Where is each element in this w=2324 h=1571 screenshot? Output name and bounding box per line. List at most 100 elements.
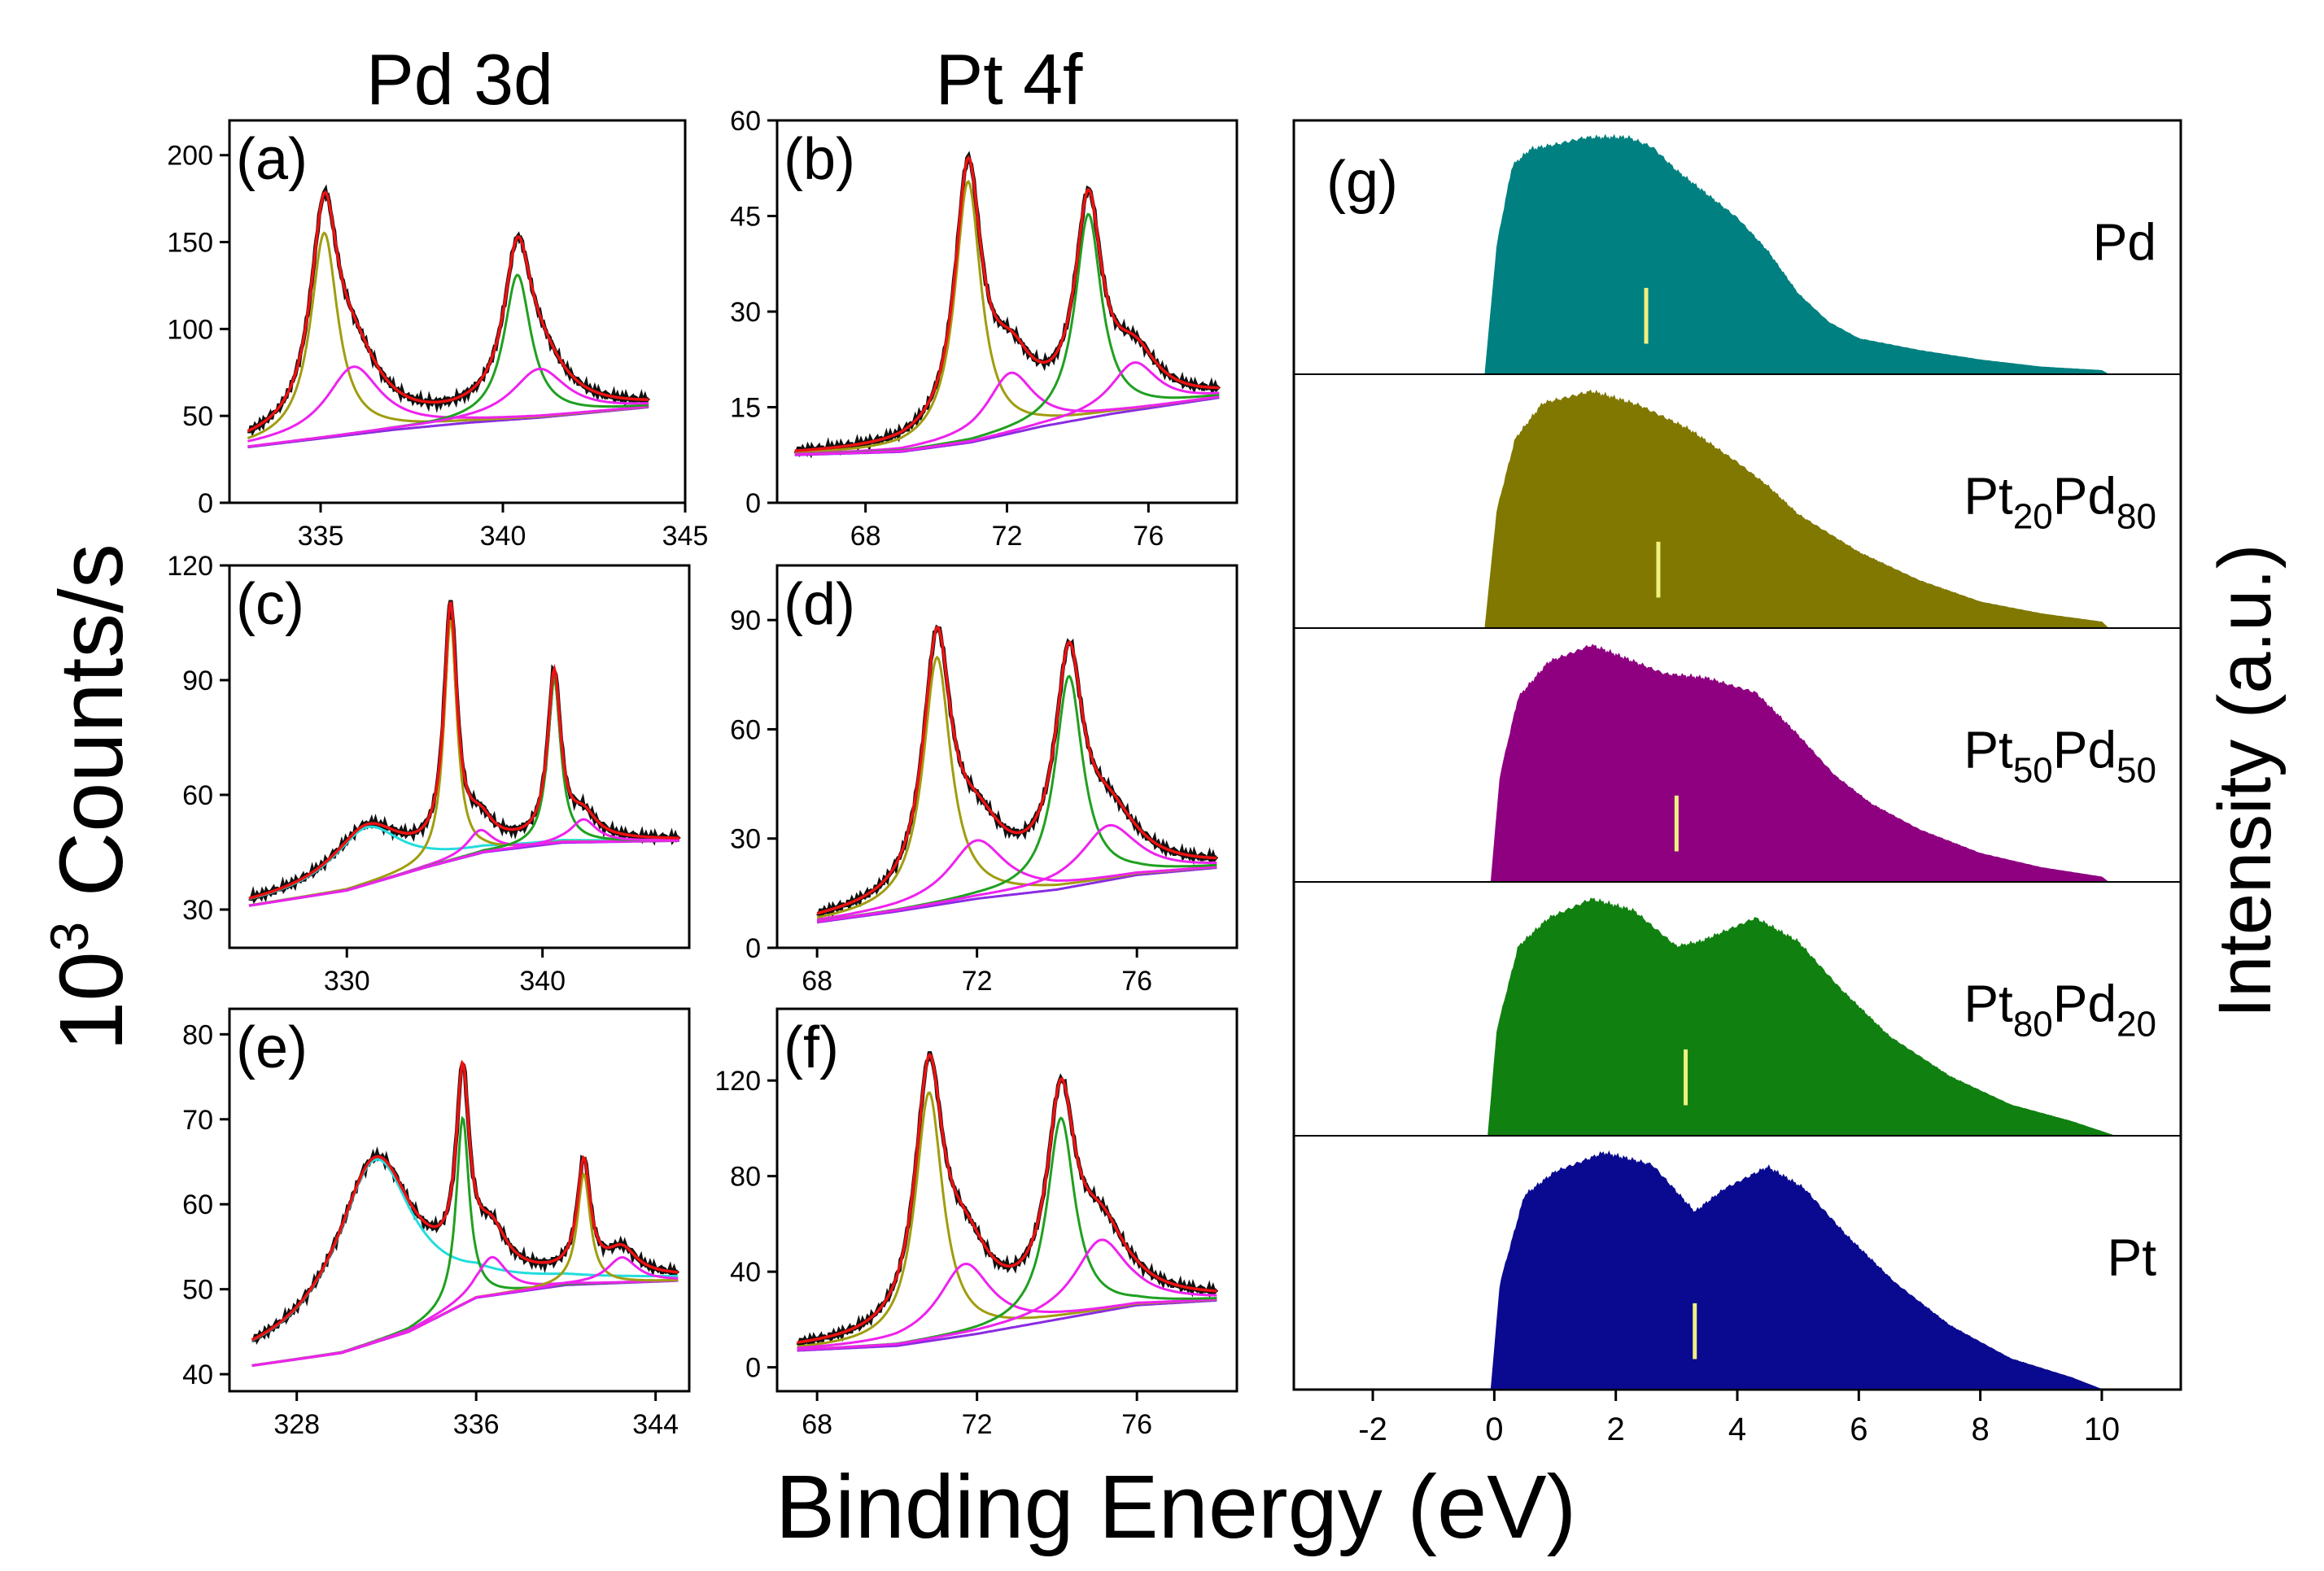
y-tick-label: 30 <box>730 297 761 328</box>
column-title-pd-3d: Pd 3d <box>366 39 553 120</box>
spectrum-area <box>1487 897 2115 1137</box>
x-tick-label: 328 <box>273 1409 320 1440</box>
spectrum-area <box>1484 389 2110 629</box>
spectrum-2: Pt50Pd50 <box>1294 644 2181 883</box>
label-subscript: 20 <box>2116 1005 2156 1045</box>
panel-label: (g) <box>1326 150 1398 215</box>
y-tick-label: 90 <box>182 665 213 696</box>
y-tick-label: 15 <box>730 393 761 424</box>
x-tick-label: 72 <box>962 1409 993 1440</box>
xps-panel-d: 68 72 76 0 30 60 90 (d) <box>730 564 1238 997</box>
x-tick-label: 336 <box>453 1409 500 1440</box>
y-tick-label: 40 <box>182 1359 213 1390</box>
plot-area <box>251 1059 680 1368</box>
label-subscript: 50 <box>2013 751 2053 791</box>
baseline-line <box>797 1298 1217 1352</box>
y-tick-label: 45 <box>730 202 761 233</box>
y-tick-label: 0 <box>745 488 761 519</box>
label-text: Pd <box>2053 467 2116 526</box>
composition-label: Pt80Pd20 <box>1964 975 2156 1045</box>
x-tick-label: 68 <box>802 966 832 997</box>
spectrum-1: Pt20Pd80 <box>1294 389 2181 629</box>
envelope-fit-line <box>251 1059 679 1342</box>
envelope-fit-line <box>247 190 649 433</box>
shared-x-axis-title: Binding Energy (eV) <box>775 1457 1576 1557</box>
xps-panel-b: 68 72 76 0 15 30 45 60 (b) <box>730 106 1238 552</box>
fit-component-line <box>251 1255 679 1368</box>
spectrum-3: Pt80Pd20 <box>1294 897 2181 1137</box>
plot-frame <box>775 119 1238 504</box>
y-tick-label: 50 <box>182 1275 213 1306</box>
x-tick-label: 72 <box>962 966 993 997</box>
label-text: Pt <box>1964 467 2013 526</box>
panel-label: (d) <box>784 572 855 637</box>
fit-component-line <box>797 1238 1217 1351</box>
x-tick-label: 330 <box>324 966 370 997</box>
x-tick-label: 72 <box>992 521 1023 552</box>
envelope-fit-line <box>816 626 1217 915</box>
y-tick-label: 50 <box>182 401 213 432</box>
fit-component-line <box>816 839 1217 922</box>
xps-panel-e: 328 336 344 40 50 60 70 80 (e) <box>182 1007 691 1440</box>
y-title-base: 10 <box>42 952 142 1051</box>
xps-panels: 335 340 345 0 50 100 150 200 (a) 68 72 76 0 15 30 45 60 (… <box>167 106 1238 1440</box>
x-tick-label: 6 <box>1850 1412 1868 1447</box>
y-tick-label: 80 <box>182 1019 213 1050</box>
y-tick-label: 150 <box>167 228 213 259</box>
y-tick-label: 40 <box>730 1257 761 1288</box>
y-tick-label: 0 <box>745 933 761 964</box>
spectrum-area <box>1490 1150 2103 1390</box>
composition-label: Pt <box>2108 1228 2157 1287</box>
y-tick-label: 0 <box>198 488 213 519</box>
x-tick-label: 10 <box>2084 1412 2121 1447</box>
y-tick-label: 0 <box>745 1353 761 1384</box>
label-subscript: 20 <box>2013 497 2053 537</box>
y-title-exponent: 3 <box>39 922 99 952</box>
x-tick-label: 4 <box>1728 1412 1746 1447</box>
x-tick-label: 335 <box>298 521 344 552</box>
y-tick-label: 60 <box>730 106 761 137</box>
label-subscript: 80 <box>2116 497 2156 537</box>
y-tick-label: 200 <box>167 141 213 172</box>
y-tick-label: 60 <box>182 1189 213 1220</box>
y-tick-label: 30 <box>182 895 213 926</box>
plot-area <box>796 1051 1219 1352</box>
y-tick-label: 120 <box>714 1066 761 1097</box>
x-tick-label: 76 <box>1121 966 1152 997</box>
envelope-fit-line <box>248 601 680 900</box>
x-tick-label: 340 <box>480 521 526 552</box>
spectrum-0: Pd <box>1294 133 2181 375</box>
fit-component-line <box>794 361 1220 456</box>
label-text: Pt <box>1964 975 2013 1033</box>
xps-panel-f: 68 72 76 0 40 80 120 (f) <box>714 1007 1238 1440</box>
x-tick-label: 345 <box>662 521 709 552</box>
shared-y-axis-title: 103 Counts/s <box>39 543 142 1051</box>
y-tick-label: 60 <box>730 714 761 745</box>
y-tick-label: 70 <box>182 1105 213 1136</box>
plot-area <box>816 624 1219 924</box>
xps-panel-a: 335 340 345 0 50 100 150 200 (a) <box>167 119 709 552</box>
envelope-fit-line <box>794 155 1220 452</box>
y-tick-label: 80 <box>730 1162 761 1193</box>
x-tick-label: 0 <box>1485 1412 1503 1447</box>
plot-frame <box>775 564 1238 949</box>
label-text: Pd <box>2053 721 2116 779</box>
panel-label: (a) <box>236 127 308 192</box>
envelope-fit-line <box>797 1052 1217 1344</box>
fit-component-line <box>797 1262 1217 1350</box>
right-y-axis-title: Intensity (a.u.) <box>2204 544 2287 1019</box>
panel-label: (f) <box>784 1015 839 1080</box>
x-tick-label: 344 <box>632 1409 679 1440</box>
label-text: Pt <box>1964 721 2013 779</box>
x-tick-label: 8 <box>1972 1412 1990 1447</box>
spectrum-area <box>1484 133 2111 375</box>
plot-area <box>793 151 1221 459</box>
y-tick-label: 120 <box>167 551 213 582</box>
composition-label: Pt20Pd80 <box>1964 467 2156 537</box>
x-tick-label: 68 <box>802 1409 832 1440</box>
plot-area <box>248 600 681 907</box>
spectrum-area <box>1490 644 2110 883</box>
panel-label: (b) <box>784 127 855 192</box>
